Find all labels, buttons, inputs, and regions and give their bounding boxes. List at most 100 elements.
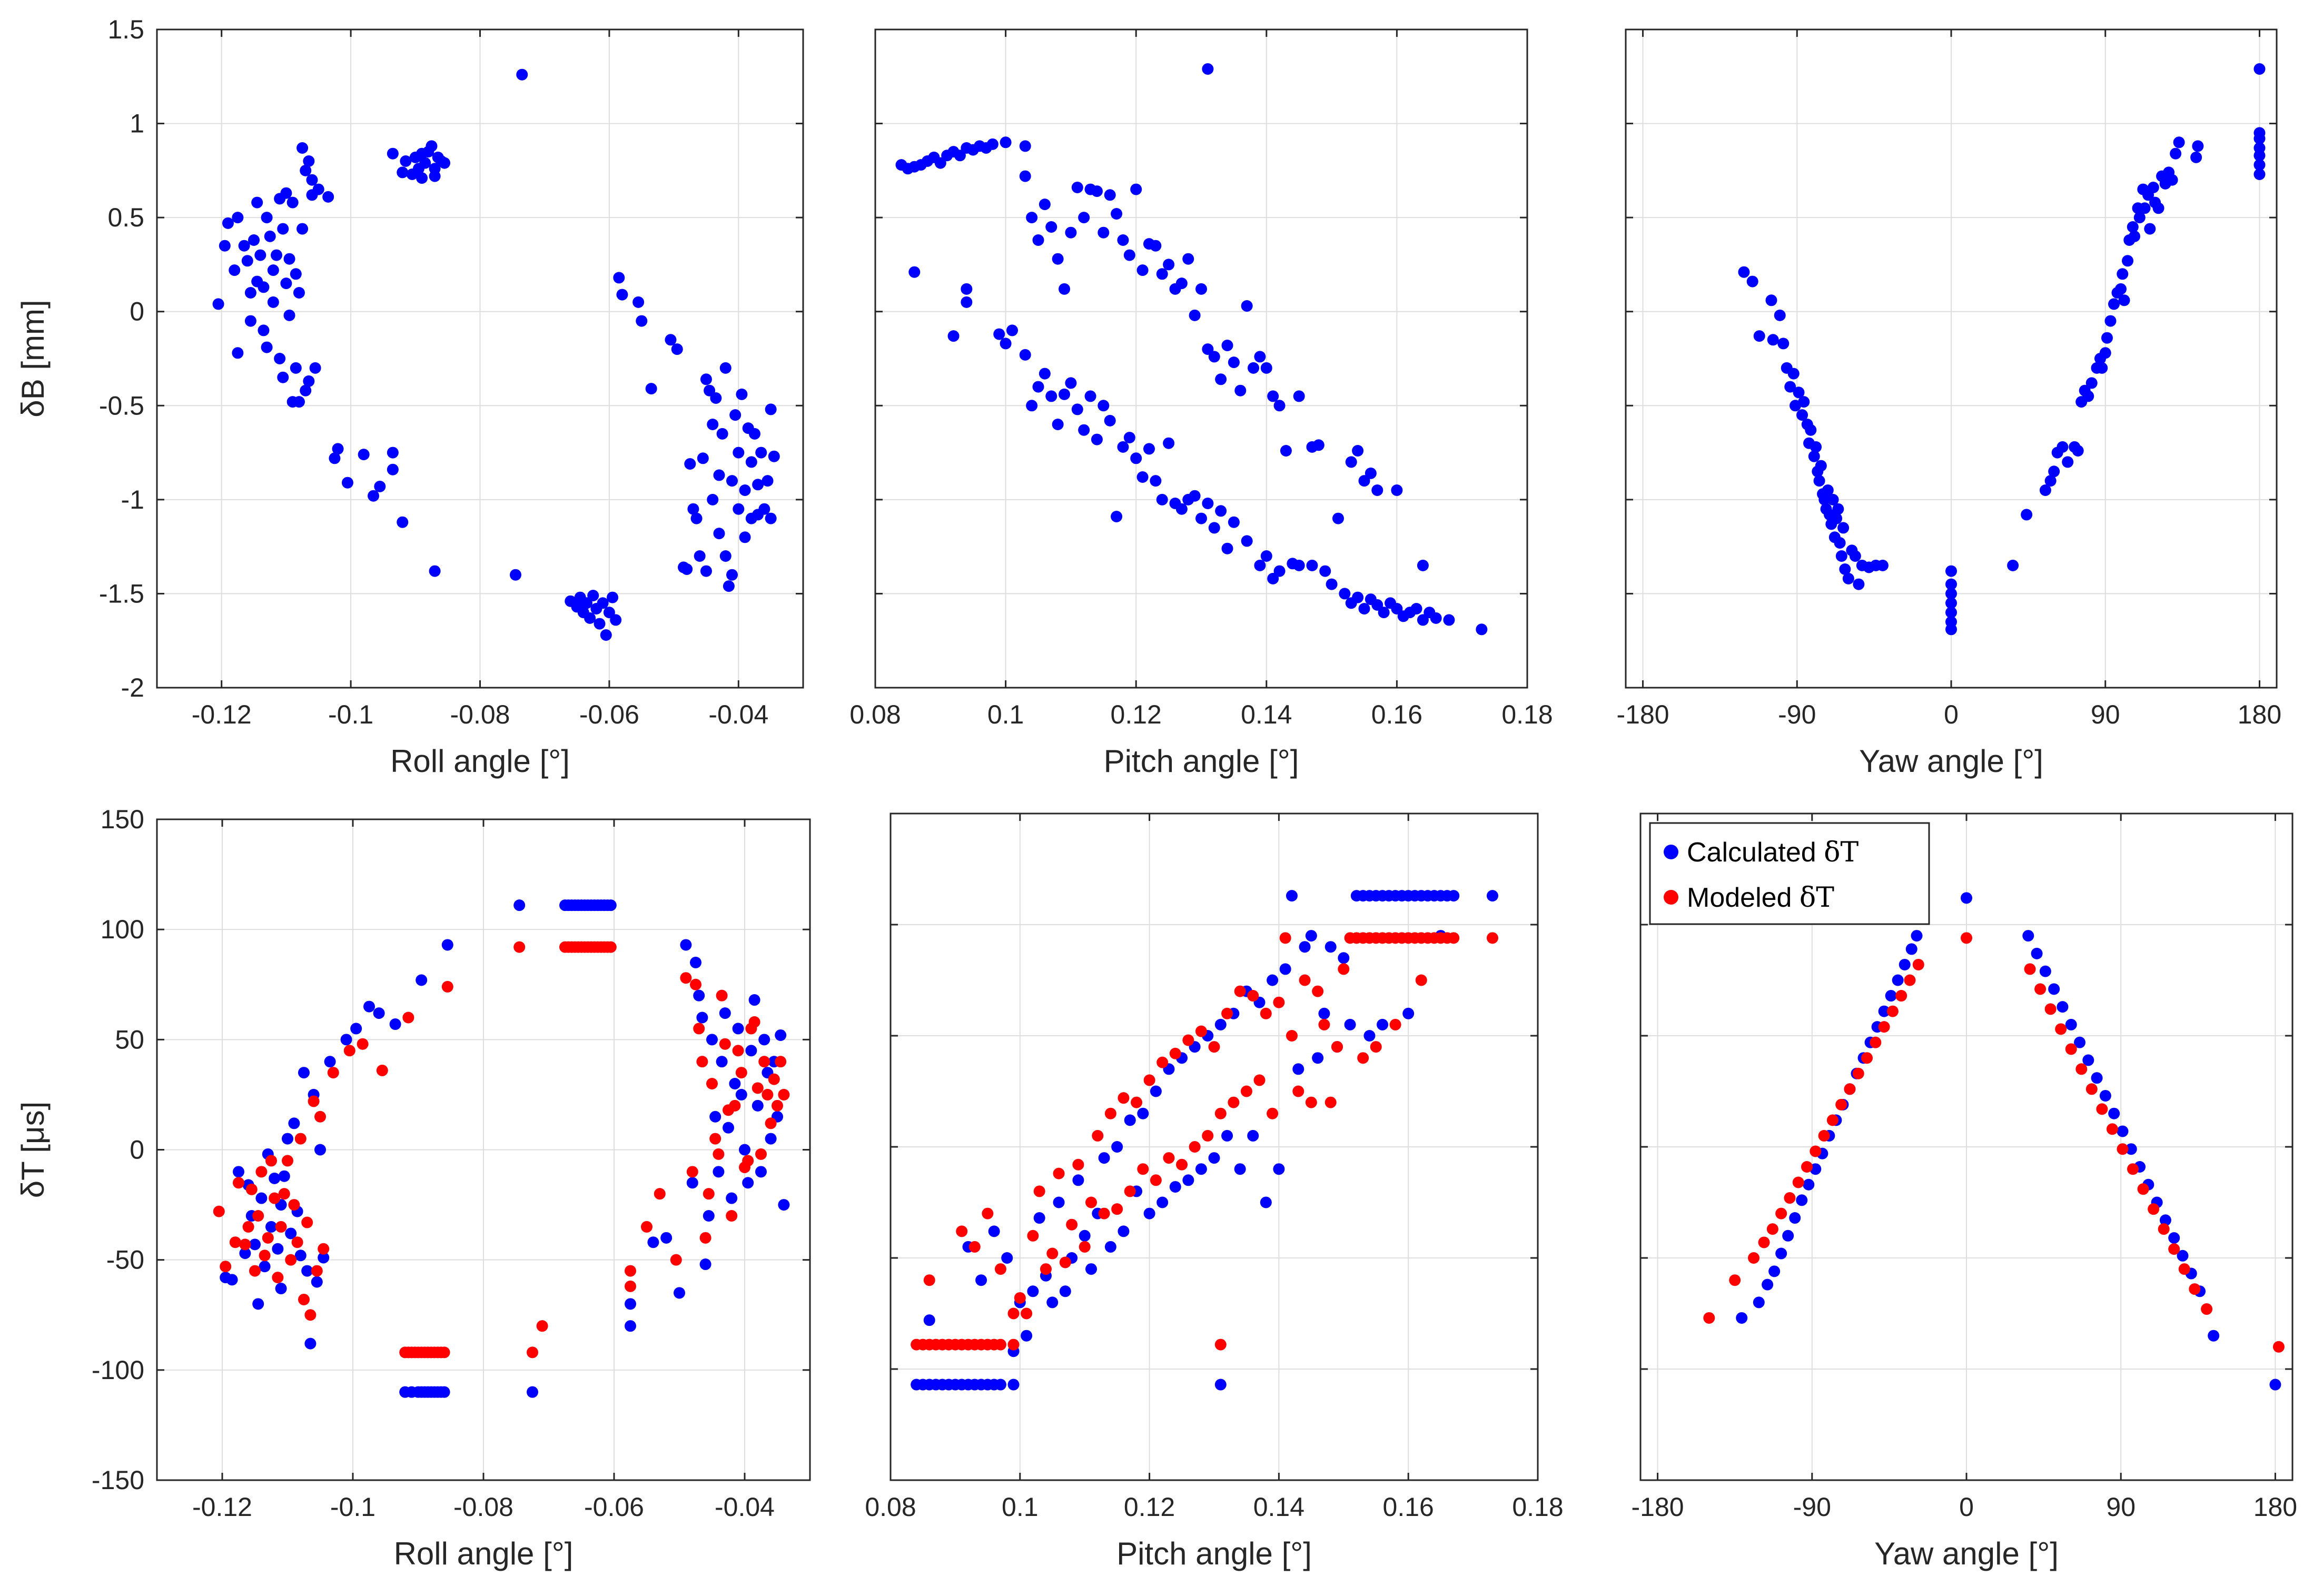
data-point-calculated	[290, 362, 302, 374]
data-point-modeled	[2272, 1341, 2285, 1353]
data-point-calculated	[1111, 208, 1123, 220]
data-point-calculated	[278, 1170, 290, 1182]
data-point-modeled	[1234, 985, 1246, 997]
data-point-modeled	[262, 1232, 274, 1244]
data-point-calculated	[745, 1045, 757, 1057]
data-point-modeled	[259, 1250, 271, 1262]
data-point-calculated	[294, 1250, 307, 1262]
data-point-calculated	[1045, 390, 1057, 402]
data-point-calculated	[696, 1012, 708, 1024]
data-point-modeled	[1273, 996, 1285, 1008]
data-point-calculated	[603, 607, 615, 619]
data-point-calculated	[2147, 182, 2159, 193]
data-point-calculated	[2048, 465, 2060, 478]
data-point-modeled	[2117, 1143, 2129, 1155]
data-point-calculated	[1267, 572, 1279, 584]
data-point-calculated	[232, 212, 244, 224]
data-point-calculated	[636, 315, 648, 327]
data-point-modeled	[709, 1133, 721, 1145]
data-point-modeled	[1810, 1145, 1822, 1157]
y-tick-label: -1.5	[99, 579, 144, 608]
data-point-calculated	[729, 1078, 741, 1089]
data-point-modeled	[742, 1155, 754, 1167]
data-point-calculated	[1292, 1063, 1304, 1075]
data-point-calculated	[2057, 1001, 2069, 1013]
y-axis-label: δT [μs]	[15, 1102, 51, 1198]
data-point-calculated	[1358, 475, 1370, 487]
data-point-calculated	[1156, 1196, 1169, 1208]
data-point-calculated	[241, 255, 253, 267]
data-point-calculated	[1796, 1194, 1808, 1206]
data-point-modeled	[670, 1254, 682, 1266]
y-tick-label: 0.5	[107, 203, 144, 232]
data-point-calculated	[1254, 559, 1266, 571]
data-point-modeled	[2085, 1083, 2098, 1095]
data-point-calculated	[261, 212, 273, 224]
data-point-modeled	[641, 1221, 653, 1233]
plot-area	[875, 29, 1527, 688]
data-point-calculated	[709, 1111, 721, 1123]
data-point-calculated	[693, 989, 705, 1002]
data-point-modeled	[255, 1166, 268, 1178]
data-point-calculated	[340, 1034, 352, 1046]
data-point-calculated	[1312, 439, 1324, 451]
data-point-calculated	[1027, 1285, 1039, 1297]
data-point-calculated	[1402, 1007, 1415, 1019]
data-point-calculated	[1032, 381, 1044, 393]
data-point-calculated	[527, 1386, 538, 1398]
data-point-calculated	[713, 469, 725, 481]
data-point-modeled	[625, 1265, 636, 1277]
data-point-modeled	[752, 1082, 764, 1094]
data-point-modeled	[285, 1254, 297, 1266]
data-point-calculated	[332, 443, 344, 455]
data-point-calculated	[1273, 400, 1286, 412]
data-point-calculated	[2144, 223, 2156, 235]
data-point-calculated	[2108, 1107, 2120, 1119]
data-point-modeled	[376, 1064, 388, 1076]
data-point-modeled	[1150, 1174, 1162, 1186]
data-point-calculated	[690, 512, 703, 524]
data-point-modeled	[308, 1095, 320, 1107]
axes-box	[874, 28, 1528, 689]
data-point-modeled	[1253, 1074, 1266, 1086]
data-point-calculated	[2039, 965, 2051, 977]
data-point-calculated	[739, 484, 751, 496]
data-point-calculated	[778, 1199, 790, 1211]
data-point-modeled	[706, 1078, 718, 1089]
data-point-calculated	[1352, 591, 1364, 603]
data-point-calculated	[2152, 202, 2164, 214]
data-point-modeled	[1072, 1158, 1084, 1171]
data-point-calculated	[303, 155, 315, 167]
data-point-calculated	[212, 298, 224, 310]
data-point-calculated	[1344, 1018, 1356, 1030]
data-point-calculated	[1789, 1212, 1801, 1224]
data-point-modeled	[2044, 1003, 2057, 1015]
data-point-calculated	[986, 138, 999, 150]
data-point-calculated	[1827, 493, 1839, 505]
data-point-calculated	[219, 240, 231, 252]
data-point-calculated	[1417, 559, 1429, 571]
data-point-calculated	[1831, 512, 1843, 524]
data-point-calculated	[2192, 140, 2204, 152]
y-tick-label: -1	[121, 485, 144, 514]
data-point-calculated	[329, 452, 341, 464]
data-point-modeled	[729, 1099, 741, 1112]
data-point-calculated	[719, 1007, 731, 1019]
data-point-modeled	[2201, 1303, 2213, 1315]
data-point-calculated	[1280, 445, 1292, 457]
data-point-calculated	[296, 142, 309, 154]
data-point-calculated	[283, 309, 295, 321]
data-point-modeled	[314, 1111, 326, 1123]
data-point-modeled	[1961, 932, 1972, 944]
data-point-calculated	[699, 1258, 711, 1271]
data-point-calculated	[300, 164, 312, 176]
data-point-calculated	[1324, 941, 1337, 953]
data-point-calculated	[1486, 890, 1498, 902]
data-point-calculated	[1150, 240, 1162, 252]
data-point-calculated	[306, 174, 318, 186]
data-point-calculated	[713, 1166, 725, 1178]
data-point-modeled	[438, 1346, 450, 1359]
data-point-calculated	[1150, 475, 1162, 487]
data-point-calculated	[2159, 1214, 2171, 1226]
data-point-calculated	[1143, 1207, 1155, 1220]
